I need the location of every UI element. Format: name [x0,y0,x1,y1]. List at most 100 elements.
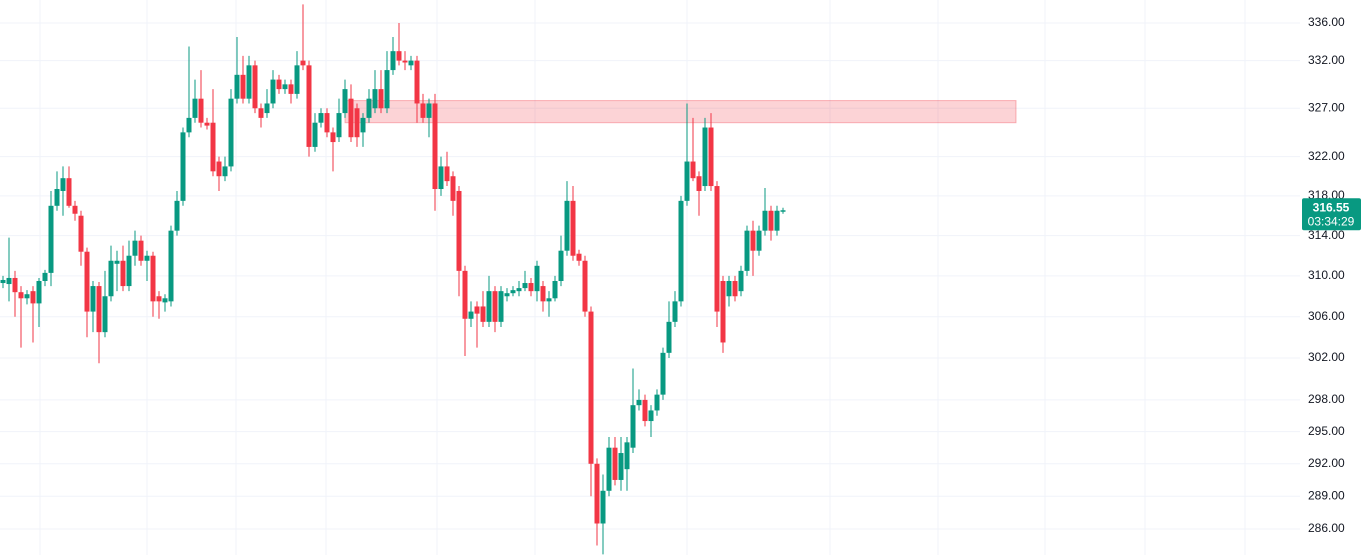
y-tick-label: 332.00 [1308,53,1345,67]
last-price-label: 316.55 [1313,200,1350,214]
candle-body [504,293,510,297]
y-tick-label: 314.00 [1308,228,1345,242]
candle-body [744,230,750,271]
y-tick-label: 310.00 [1308,268,1345,282]
candle-body [684,161,690,201]
candle-body [132,240,138,256]
candle-body [426,103,432,118]
candle-body [432,103,438,190]
candle-body [618,453,624,480]
candle-body [246,65,252,99]
candle-body [126,255,132,287]
candle-body [54,189,60,206]
candle-body [438,166,444,190]
candle-body [336,113,342,138]
candle-body [216,161,222,177]
candle-body [702,127,708,187]
y-tick-label: 322.00 [1308,149,1345,163]
candle-body [366,98,372,118]
candle-body [0,279,6,284]
candle-body [348,98,354,138]
candle-body [198,98,204,123]
candle-body [720,280,726,343]
last-price-tag [1302,198,1361,231]
candle-body [96,286,102,333]
candle-body [168,230,174,302]
candle-body [276,79,282,90]
candle-body [354,108,360,138]
candle-body [384,70,390,109]
candle-body [192,98,198,118]
candle-body [66,178,72,206]
candle-body [696,176,702,191]
bar-countdown: 03:34:29 [1308,214,1355,228]
candle-body [468,311,474,319]
candle-body [108,260,114,297]
candle-body [738,270,744,292]
candle-body [312,122,318,147]
candle-body [510,290,516,294]
candle-body [732,280,738,297]
candle-body [30,291,36,304]
candle-body [612,447,618,480]
y-tick-label: 327.00 [1308,100,1345,114]
candle-body [606,447,612,491]
candle-body [114,260,120,264]
candles [0,4,786,555]
candle-body [264,103,270,114]
candle-body [582,260,588,312]
candle-body [660,352,666,395]
candle-body [258,108,264,118]
candle-body [252,65,258,109]
candle-body [630,405,636,448]
candle-body [624,442,630,470]
candle-body [270,79,276,104]
candle-body [306,65,312,147]
candle-body [546,298,552,302]
candle-body [282,84,288,90]
candle-body [18,292,24,299]
candle-body [12,277,18,293]
candle-body [762,210,768,231]
candle-body [90,286,96,312]
candle-body [360,117,366,133]
candle-body [324,113,330,133]
candle-body [174,200,180,231]
candle-body [6,277,12,285]
candle-body [36,280,42,304]
y-tick-label: 289.00 [1308,488,1345,502]
candle-body [774,210,780,231]
y-tick-label: 336.00 [1308,15,1345,29]
y-tick-label: 298.00 [1308,392,1345,406]
candle-body [240,74,246,99]
candle-body [420,103,426,118]
candle-body [84,251,90,312]
candle-body [372,89,378,109]
zone-layer [344,100,1017,124]
candle-body [300,60,306,66]
candle-body [102,296,108,333]
candle-body [24,294,30,299]
y-tick-label: 302.00 [1308,350,1345,364]
y-tick-label: 295.00 [1308,424,1345,438]
candle-body [204,122,210,126]
candle-body [408,60,414,66]
candle-body [648,410,654,422]
candle-body [678,200,684,302]
candle-body [138,240,144,261]
candle-body [156,296,162,302]
candle-body [750,230,756,251]
candle-body [396,51,402,61]
candle-body [642,399,648,422]
candle-body [462,270,468,319]
candle-body [72,205,78,214]
candle-body [756,230,762,251]
candle-body [480,306,486,322]
candle-body [498,291,504,322]
candle-body [378,89,384,109]
candle-body [780,210,786,212]
candle-body [594,463,600,524]
candle-body [636,399,642,406]
y-tick-label: 286.00 [1308,521,1345,535]
